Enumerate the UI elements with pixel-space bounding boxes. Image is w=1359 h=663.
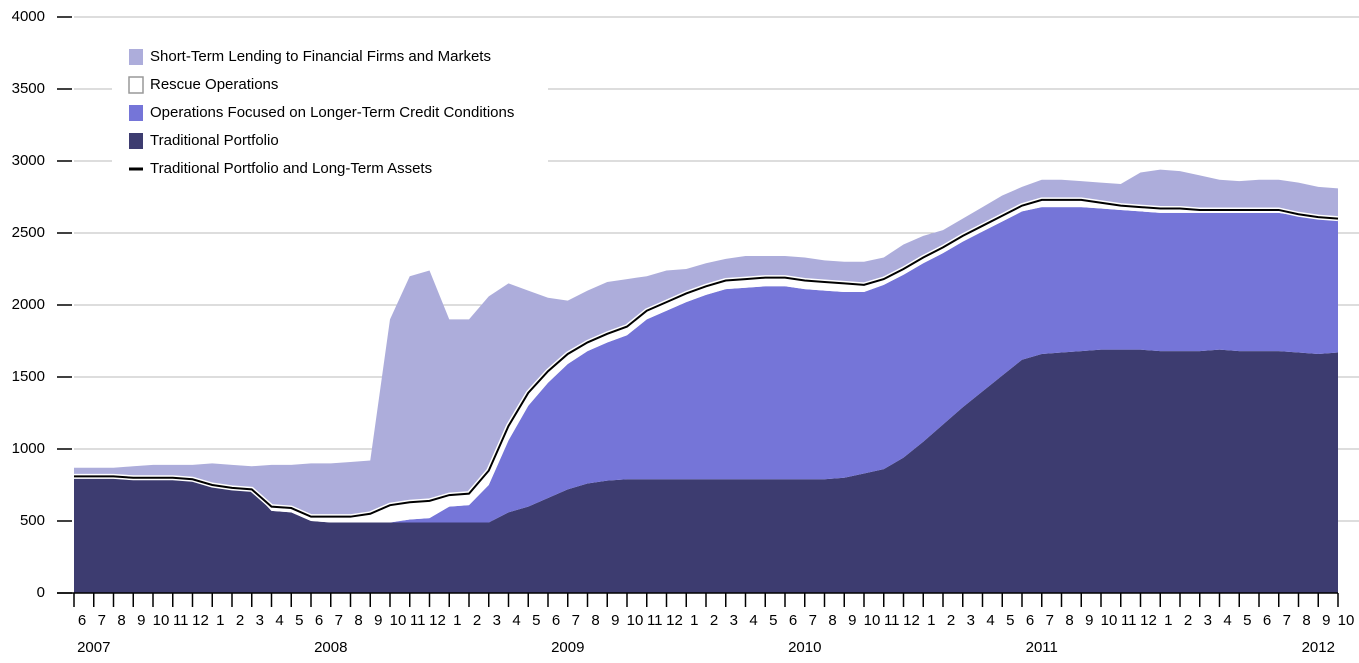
- x-tick-label: 6: [552, 612, 560, 629]
- x-tick-label: 10: [1338, 612, 1355, 629]
- x-tick-label: 5: [769, 612, 777, 629]
- legend-label: Rescue Operations: [150, 76, 278, 93]
- x-tick-label: 3: [256, 612, 264, 629]
- x-tick-label: 7: [1046, 612, 1054, 629]
- x-tick-label: 11: [884, 612, 900, 629]
- x-tick-label: 11: [1121, 612, 1137, 629]
- x-tick-label: 9: [611, 612, 619, 629]
- year-label: 2009: [551, 639, 584, 656]
- x-tick-label: 12: [429, 612, 446, 629]
- legend-background: [112, 38, 548, 188]
- x-tick-label: 7: [1283, 612, 1291, 629]
- x-tick-label: 2: [1184, 612, 1192, 629]
- x-tick-label: 10: [390, 612, 407, 629]
- x-tick-label: 6: [1026, 612, 1034, 629]
- year-label: 2007: [77, 639, 110, 656]
- x-tick-label: 10: [1101, 612, 1118, 629]
- x-tick-label: 5: [1006, 612, 1014, 629]
- legend-swatch: [129, 105, 143, 121]
- x-tick-label: 2: [473, 612, 481, 629]
- x-tick-label: 1: [927, 612, 935, 629]
- x-tick-label: 3: [493, 612, 501, 629]
- y-tick-label: 3500: [12, 80, 45, 97]
- x-tick-label: 12: [903, 612, 920, 629]
- year-label: 2012: [1302, 639, 1335, 656]
- x-tick-label: 4: [512, 612, 520, 629]
- year-label: 2008: [314, 639, 347, 656]
- x-tick-label: 7: [335, 612, 343, 629]
- area: [74, 349, 1338, 593]
- year-label: 2010: [788, 639, 821, 656]
- x-tick-label: 9: [374, 612, 382, 629]
- y-tick-label: 3000: [12, 152, 45, 169]
- x-tick-label: 3: [967, 612, 975, 629]
- line: [74, 198, 1339, 518]
- x-tick-label: 11: [173, 612, 189, 629]
- legend-label: Short-Term Lending to Financial Firms an…: [150, 48, 491, 65]
- x-tick-label: 4: [275, 612, 283, 629]
- x-tick-label: 4: [1223, 612, 1231, 629]
- x-tick-label: 10: [627, 612, 644, 629]
- x-tick-label: 8: [1302, 612, 1310, 629]
- x-tick-label: 9: [1085, 612, 1093, 629]
- legend-label: Traditional Portfolio and Long-Term Asse…: [150, 160, 432, 177]
- x-tick-label: 9: [137, 612, 145, 629]
- x-tick-label: 8: [1065, 612, 1073, 629]
- x-tick-label: 6: [78, 612, 86, 629]
- x-tick-label: 3: [730, 612, 738, 629]
- x-tick-label: 3: [1204, 612, 1212, 629]
- x-tick-label: 9: [1322, 612, 1330, 629]
- x-tick-label: 1: [1164, 612, 1172, 629]
- x-tick-label: 5: [532, 612, 540, 629]
- legend-swatch: [129, 49, 143, 65]
- x-tick-label: 7: [98, 612, 106, 629]
- x-tick-label: 12: [1140, 612, 1157, 629]
- legend-swatch: [128, 76, 144, 94]
- x-tick-label: 6: [315, 612, 323, 629]
- x-tick-label: 1: [453, 612, 461, 629]
- x-tick-label: 11: [410, 612, 426, 629]
- x-tick-label: 9: [848, 612, 856, 629]
- x-tick-label: 1: [216, 612, 224, 629]
- x-tick-label: 2: [236, 612, 244, 629]
- y-tick-label: 4000: [12, 8, 45, 25]
- y-tick-label: 1500: [12, 368, 45, 385]
- x-tick-label: 6: [789, 612, 797, 629]
- year-label: 2011: [1026, 639, 1058, 656]
- x-tick-label: 5: [295, 612, 303, 629]
- x-tick-label: 12: [192, 612, 209, 629]
- area: [74, 207, 1338, 523]
- x-tick-label: 4: [986, 612, 994, 629]
- x-tick-label: 8: [354, 612, 362, 629]
- x-tick-label: 2: [710, 612, 718, 629]
- x-tick-label: 12: [666, 612, 683, 629]
- x-tick-label: 11: [647, 612, 663, 629]
- x-tick-label: 8: [828, 612, 836, 629]
- x-tick-label: 2: [947, 612, 955, 629]
- y-tick-label: 2500: [12, 224, 45, 241]
- x-tick-label: 10: [153, 612, 170, 629]
- x-tick-label: 4: [749, 612, 757, 629]
- x-tick-label: 7: [809, 612, 817, 629]
- y-tick-label: 500: [20, 512, 45, 529]
- y-tick-label: 2000: [12, 296, 45, 313]
- x-tick-label: 8: [117, 612, 125, 629]
- x-tick-label: 10: [864, 612, 881, 629]
- x-tick-label: 6: [1263, 612, 1271, 629]
- x-tick-label: 1: [690, 612, 698, 629]
- legend-swatch: [129, 133, 143, 149]
- area: [74, 169, 1338, 517]
- y-tick-label: 0: [37, 584, 45, 601]
- y-tick-label: 1000: [12, 440, 45, 457]
- x-tick-label: 5: [1243, 612, 1251, 629]
- x-tick-label: 8: [591, 612, 599, 629]
- legend-label: Traditional Portfolio: [150, 132, 279, 149]
- legend-label: Operations Focused on Longer-Term Credit…: [150, 104, 514, 121]
- x-tick-label: 7: [572, 612, 580, 629]
